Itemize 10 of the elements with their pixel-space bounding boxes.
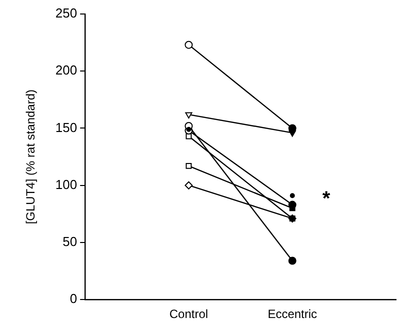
x-tick-label: Control: [169, 307, 208, 322]
y-tick-label: 0: [70, 291, 78, 306]
y-tick-label: 250: [55, 6, 78, 21]
y-tick-label: 200: [55, 62, 78, 78]
annotation: *: [322, 188, 330, 210]
x-tick-label: Eccentric: [268, 307, 318, 322]
y-axis-title: [GLUT4] (% rat standard): [24, 89, 38, 224]
y-tick-label: 100: [55, 176, 78, 192]
y-tick-label: 50: [62, 234, 78, 250]
y-tick-label: 150: [55, 120, 78, 135]
